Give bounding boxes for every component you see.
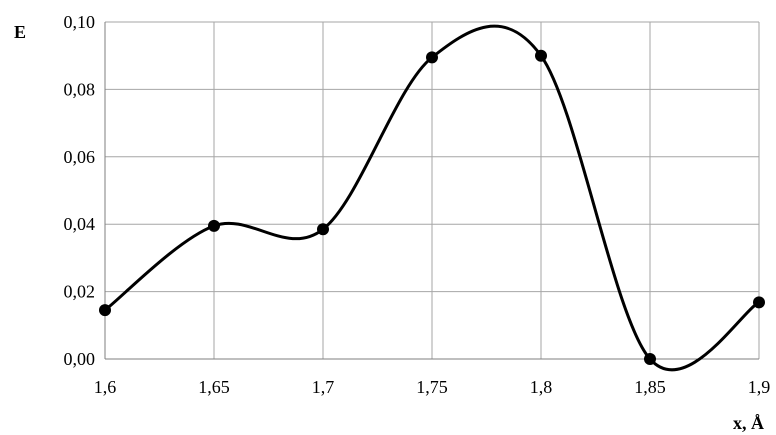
data-point bbox=[753, 296, 765, 309]
x-tick-label: 1,9 bbox=[748, 377, 771, 397]
x-axis-title: x, Å bbox=[733, 413, 764, 433]
data-point bbox=[426, 51, 438, 64]
y-tick-label: 0,10 bbox=[64, 12, 96, 32]
x-tick-label: 1,8 bbox=[530, 377, 553, 397]
x-tick-label: 1,75 bbox=[416, 377, 448, 397]
data-points bbox=[99, 49, 765, 365]
x-tick-label: 1,6 bbox=[94, 377, 117, 397]
y-tick-label: 0,02 bbox=[64, 282, 96, 302]
data-point bbox=[317, 223, 329, 236]
y-tick-labels: 0,00 0,02 0,04 0,06 0,08 0,10 bbox=[64, 12, 96, 369]
x-tick-label: 1,65 bbox=[198, 377, 230, 397]
grid bbox=[104, 21, 760, 360]
x-tick-label: 1,85 bbox=[634, 377, 666, 397]
data-point bbox=[535, 49, 547, 62]
y-tick-label: 0,08 bbox=[64, 79, 96, 99]
data-point bbox=[644, 353, 656, 365]
data-point bbox=[99, 304, 111, 317]
y-tick-label: 0,04 bbox=[64, 214, 96, 234]
x-tick-label: 1,7 bbox=[312, 377, 335, 397]
y-tick-label: 0,00 bbox=[64, 349, 96, 369]
y-tick-label: 0,06 bbox=[64, 147, 96, 167]
x-tick-labels: 1,6 1,65 1,7 1,75 1,8 1,85 1,9 bbox=[94, 377, 771, 397]
data-point bbox=[208, 219, 220, 232]
y-axis-title: E bbox=[14, 22, 26, 42]
